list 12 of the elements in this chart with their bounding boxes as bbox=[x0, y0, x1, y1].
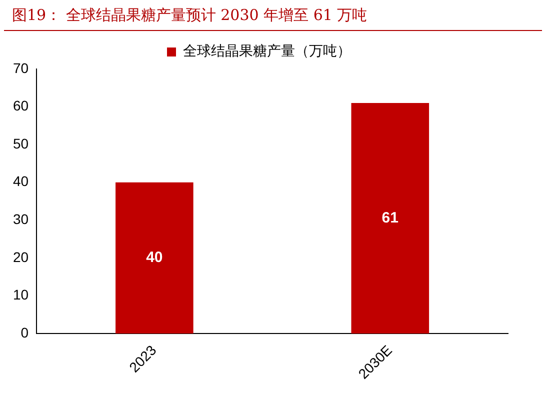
y-tick-label: 30 bbox=[12, 211, 29, 227]
data-label: 61 bbox=[382, 209, 398, 226]
y-tick-label: 70 bbox=[12, 60, 29, 76]
data-label: 40 bbox=[146, 249, 163, 266]
legend-label: 全球结晶果糖产量（万吨） bbox=[183, 44, 351, 60]
y-tick-label: 50 bbox=[12, 135, 29, 152]
y-tick-label: 10 bbox=[12, 286, 29, 303]
y-tick-label: 40 bbox=[12, 173, 29, 190]
y-tick-label: 60 bbox=[12, 98, 29, 114]
y-tick-label: 0 bbox=[20, 324, 29, 340]
y-tick-label: 20 bbox=[12, 248, 29, 265]
chart-title: 图19： 全球结晶果糖产量预计 2030 年增至 61 万吨 bbox=[4, 0, 542, 31]
